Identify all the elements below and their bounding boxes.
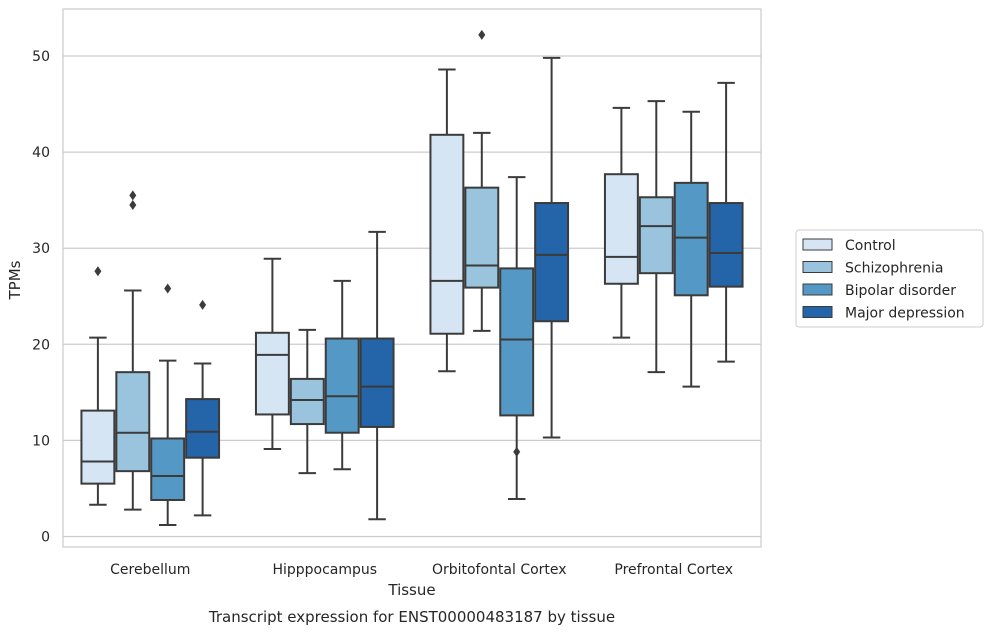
y-tick-label: 0 — [41, 530, 50, 546]
box-body — [708, 202, 744, 288]
box — [464, 29, 500, 332]
box — [429, 68, 465, 373]
outlier-point — [94, 266, 102, 277]
box — [534, 56, 570, 439]
box — [185, 299, 221, 517]
box — [603, 106, 639, 339]
legend-swatch — [802, 261, 833, 273]
legend-swatch — [802, 238, 833, 251]
y-tick-labels: 0 10 20 30 40 50 — [32, 49, 50, 546]
y-tick-label: 10 — [32, 433, 50, 449]
outlier-point — [129, 199, 137, 210]
x-axis-label: Tissue — [387, 581, 435, 599]
box-body — [638, 196, 674, 275]
box-body — [289, 377, 325, 426]
box — [673, 110, 709, 388]
box — [254, 257, 290, 451]
legend-frame — [795, 229, 984, 328]
y-tick-label: 50 — [32, 49, 50, 65]
y-tick-label: 20 — [32, 337, 50, 353]
box — [499, 176, 535, 501]
box — [708, 81, 744, 363]
chart-caption: Transcript expression for ENST0000048318… — [208, 608, 615, 626]
x-tick-label: Orbitofontal Cortex — [432, 562, 567, 578]
box — [289, 328, 325, 475]
outlier-point — [199, 299, 207, 310]
plot-frame — [62, 8, 762, 548]
legend-label: Control — [845, 238, 896, 254]
box-body — [185, 398, 221, 459]
box — [115, 190, 151, 511]
x-tick-label: Prefrontal Cortex — [614, 562, 733, 578]
legend-swatch — [802, 283, 833, 296]
legend: Control Schizophrenia Bipolar disorder Majo… — [795, 229, 984, 328]
outlier-point — [164, 283, 172, 294]
legend-label: Bipolar disorder — [845, 283, 956, 299]
box — [359, 230, 395, 521]
box-body — [673, 181, 709, 297]
x-tick-label: Cerebellum — [110, 562, 190, 578]
box — [638, 100, 674, 374]
legend-label: Schizophrenia — [845, 261, 943, 277]
outlier-point — [478, 29, 486, 40]
box-body — [499, 267, 535, 417]
box-body — [603, 173, 639, 285]
box-body — [534, 202, 570, 323]
y-tick-label: 40 — [32, 145, 50, 161]
box-body — [150, 437, 186, 501]
box-body — [324, 337, 360, 434]
x-tick-label: Hipppocampus — [272, 562, 377, 578]
box-body — [429, 133, 465, 335]
box-body — [254, 331, 290, 416]
box-plot-series — [80, 29, 744, 526]
box — [80, 266, 116, 506]
box-body — [464, 186, 500, 289]
y-axis-label: TPMs — [6, 260, 24, 300]
box-body — [359, 337, 395, 428]
legend-swatch — [802, 306, 833, 318]
box-body — [115, 371, 151, 473]
outlier-point — [129, 190, 137, 201]
y-tick-label: 30 — [32, 241, 50, 257]
box — [324, 279, 360, 471]
x-tick-labels: Cerebellum Hipppocampus Orbitofontal Corte… — [110, 562, 733, 578]
box-body — [80, 409, 116, 485]
legend-label: Major depression — [845, 306, 965, 322]
outlier-point — [513, 446, 521, 457]
box — [150, 283, 186, 526]
